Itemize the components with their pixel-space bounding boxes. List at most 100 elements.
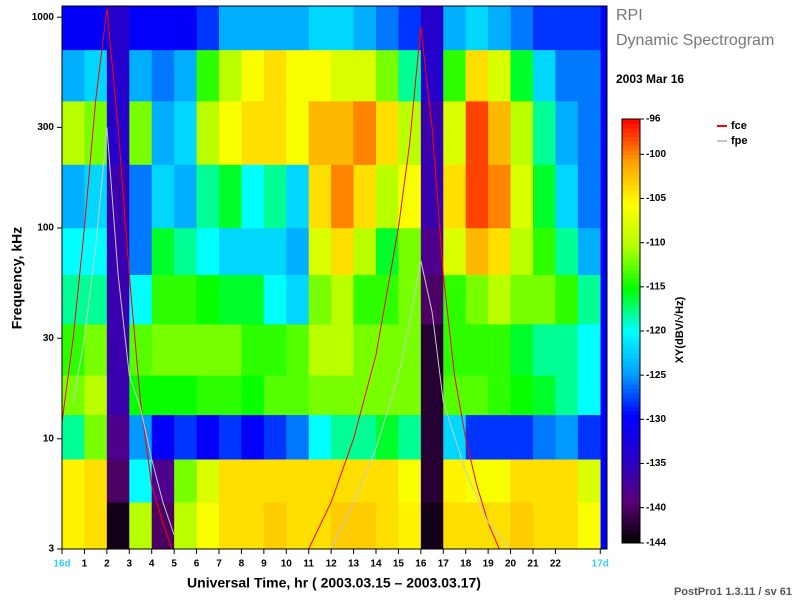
heatmap-cell <box>510 459 534 503</box>
heatmap-cell <box>286 414 310 460</box>
heatmap-cell <box>375 164 399 229</box>
heatmap-cell <box>353 227 377 276</box>
heatmap-cell <box>532 274 556 325</box>
colorbar-step <box>622 220 640 226</box>
heatmap-cell <box>420 414 444 460</box>
heatmap-cell <box>443 502 467 550</box>
heatmap-cell <box>241 101 265 165</box>
heatmap-cell <box>353 502 377 550</box>
colorbar-step <box>622 304 640 310</box>
heatmap-cell <box>532 414 556 460</box>
colorbar-step <box>622 485 640 491</box>
heatmap-cell <box>577 227 601 276</box>
heatmap-cell <box>510 274 534 325</box>
heatmap-cell <box>151 49 175 102</box>
colorbar-step <box>622 375 640 381</box>
heatmap-cell <box>577 375 601 416</box>
heatmap-cell <box>62 164 85 229</box>
heatmap-cell <box>420 459 444 503</box>
heatmap-cell <box>106 502 130 550</box>
x-tick-label: 21 <box>527 559 539 570</box>
heatmap-cell <box>218 227 242 276</box>
heatmap-cell <box>420 49 444 102</box>
x-tick-label: 5 <box>171 559 177 570</box>
heatmap-cell <box>218 101 242 165</box>
colorbar-step <box>622 264 640 270</box>
colorbar-step <box>622 348 640 354</box>
colorbar-step <box>622 410 640 416</box>
colorbar-step <box>622 247 640 252</box>
heatmap-cell <box>286 459 310 503</box>
heatmap-cell <box>196 101 220 165</box>
heatmap-cell <box>420 375 444 416</box>
heatmap-cell <box>398 324 422 376</box>
heatmap-cell <box>532 101 556 165</box>
colorbar-label: XY(dBV/√Hz) <box>674 296 686 363</box>
heatmap-cell <box>420 227 444 276</box>
chart-subtitle: Dynamic Spectrogram <box>616 32 774 49</box>
colorbar-step <box>622 233 640 239</box>
heatmap-cell <box>84 164 108 229</box>
heatmap-cell <box>62 502 85 550</box>
heatmap-cell <box>577 101 601 165</box>
heatmap-cell <box>286 101 310 165</box>
x-tick-label: 1 <box>82 559 88 570</box>
heatmap-cell <box>308 375 332 416</box>
heatmap-cell <box>129 414 153 460</box>
heatmap-cell <box>286 502 310 550</box>
colorbar-step <box>622 176 640 182</box>
colorbar-tick-label: -115 <box>646 281 666 292</box>
heatmap-cell <box>129 502 153 550</box>
heatmap-cell <box>84 459 108 503</box>
heatmap-cell <box>129 49 153 102</box>
heatmap-cell <box>555 375 579 416</box>
colorbar-tick-label: -100 <box>646 149 666 160</box>
heatmap-cell <box>555 274 579 325</box>
x-tick-label: 19 <box>483 559 495 570</box>
x-tick-label: 15 <box>393 559 405 570</box>
colorbar-step <box>622 145 640 151</box>
colorbar-tick-label: -130 <box>646 414 666 425</box>
colorbar-step <box>622 467 640 473</box>
colorbar-tick-label: -135 <box>646 458 666 469</box>
colorbar-step <box>622 476 640 482</box>
x-tick-label: 13 <box>348 559 360 570</box>
heatmap-cell <box>488 324 511 376</box>
colorbar-step <box>622 450 640 456</box>
colorbar-step <box>622 428 640 434</box>
heatmap-cell <box>465 6 489 51</box>
heatmap-cell <box>62 414 85 460</box>
heatmap-cell <box>151 324 175 376</box>
colorbar-step <box>622 127 640 133</box>
colorbar-step <box>622 154 640 160</box>
heatmap-cell <box>174 324 197 376</box>
colorbar-tick-label: -110 <box>646 237 666 248</box>
colorbar-step <box>622 534 640 540</box>
colorbar-step <box>622 251 640 257</box>
y-tick-label: 300 <box>37 122 54 133</box>
heatmap-cell <box>398 414 422 460</box>
heatmap-cell <box>375 227 399 276</box>
heatmap-cell <box>263 6 287 51</box>
colorbar-step <box>622 490 640 495</box>
heatmap-cell <box>241 459 265 503</box>
colorbar-step <box>622 357 640 363</box>
heatmap-cell <box>286 274 310 325</box>
heatmap-cell <box>532 49 556 102</box>
colorbar-step <box>622 384 640 389</box>
colorbar-step <box>622 370 640 376</box>
heatmap-cell <box>555 164 579 229</box>
heatmap-cell <box>129 375 153 416</box>
colorbar-step <box>622 119 640 124</box>
heatmap-cell <box>443 164 467 229</box>
colorbar-step <box>622 481 640 487</box>
heatmap-cell <box>196 414 220 460</box>
colorbar-step <box>622 202 640 208</box>
colorbar-step <box>622 538 640 544</box>
colorbar-step <box>622 172 640 177</box>
heatmap-cell <box>488 6 511 51</box>
colorbar-step <box>622 432 640 438</box>
heatmap-cell <box>420 6 444 51</box>
heatmap-cell <box>286 324 310 376</box>
heatmap-cell <box>375 274 399 325</box>
